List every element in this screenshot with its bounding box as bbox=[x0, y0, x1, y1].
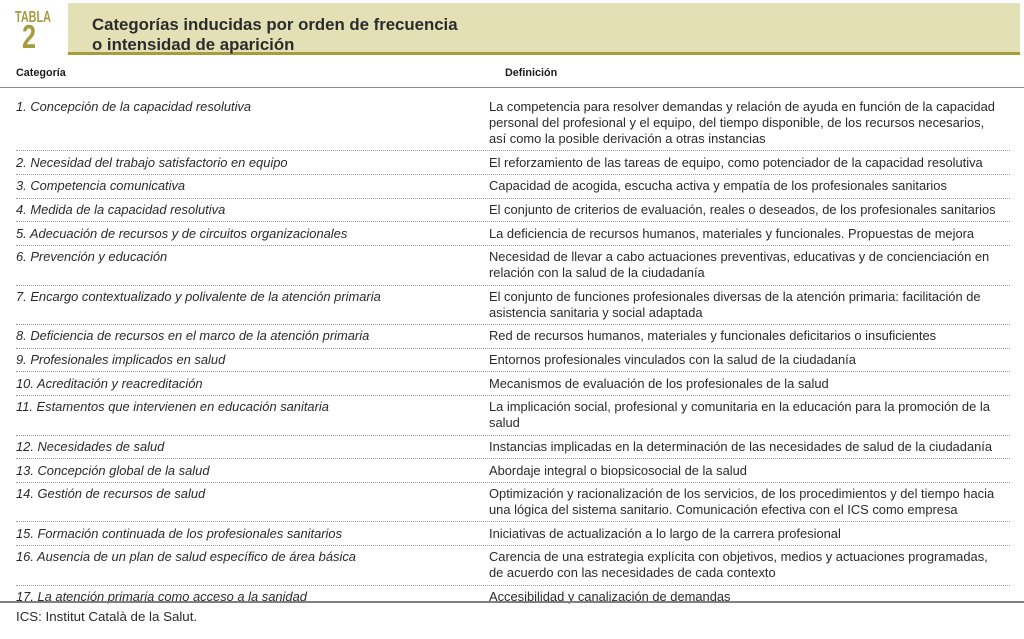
svg-text:2: 2 bbox=[22, 18, 36, 55]
